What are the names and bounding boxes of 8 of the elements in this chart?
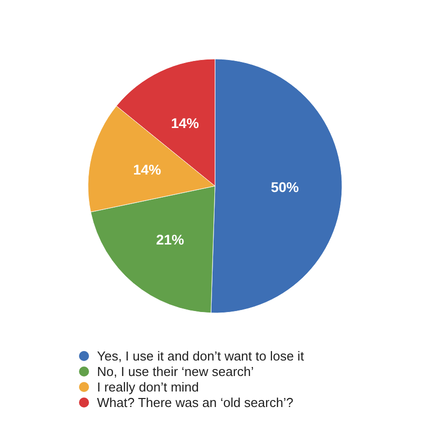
data-label: 50% — [270, 179, 300, 196]
legend-label: What? There was an ‘old search’? — [97, 395, 294, 410]
data-label: 14% — [133, 161, 162, 178]
data-label: 14% — [170, 114, 200, 131]
legend-label: Yes, I use it and don’t want to lose it — [97, 348, 304, 364]
legend-label: I really don’t mind — [97, 380, 199, 395]
legend-label: No, I use their ‘new search’ — [97, 364, 254, 380]
data-label: 21% — [156, 231, 185, 248]
